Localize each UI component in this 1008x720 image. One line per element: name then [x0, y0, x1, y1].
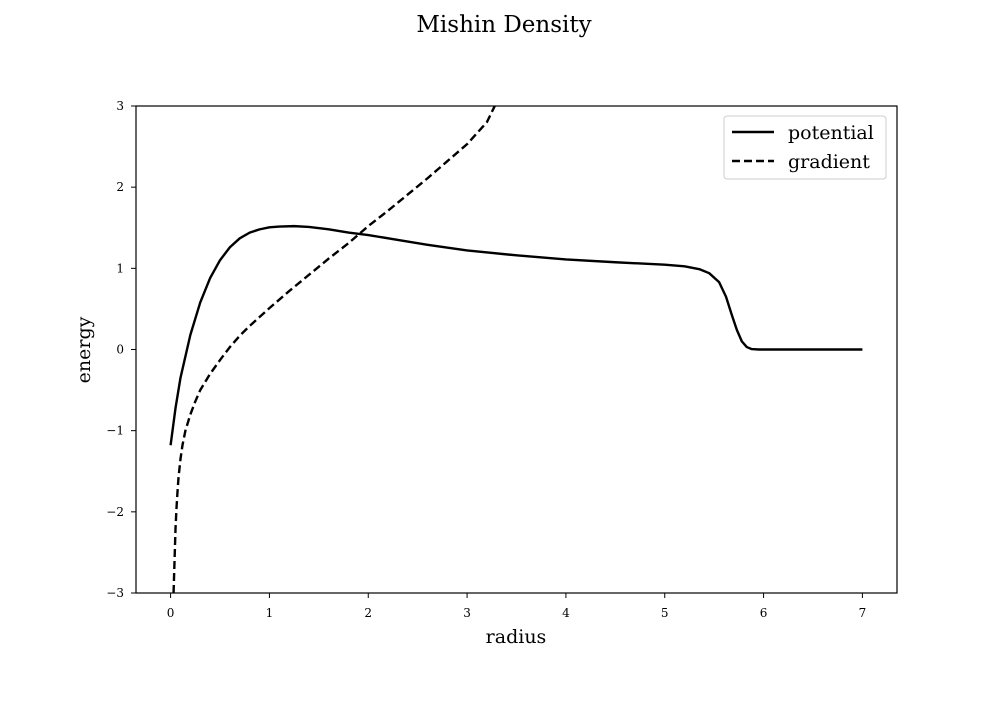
y-tick-label: 1 — [116, 261, 124, 275]
y-tick-label: 3 — [116, 99, 124, 113]
y-tick-label: −1 — [106, 424, 124, 438]
y-tick-label: 2 — [116, 180, 124, 194]
y-axis-label: energy — [73, 316, 95, 383]
series-line-potential — [169, 224, 863, 446]
y-axis: −3 −2 −1 0 1 2 3 — [106, 99, 136, 600]
series-layer — [169, 106, 863, 593]
x-tick-label: 0 — [167, 606, 175, 620]
x-tick-label: 1 — [266, 606, 274, 620]
y-tick-label: 0 — [116, 343, 124, 357]
y-tick-label: −2 — [106, 505, 124, 519]
y-tick-label: −3 — [106, 586, 124, 600]
series-line-gradient — [172, 106, 496, 593]
x-tick-label: 6 — [760, 606, 768, 620]
legend: potential gradient — [723, 115, 887, 180]
x-tick-label: 7 — [859, 606, 867, 620]
x-tick-label: 5 — [661, 606, 669, 620]
x-tick-label: 3 — [463, 606, 471, 620]
x-tick-label: 4 — [562, 606, 570, 620]
x-tick-label: 2 — [364, 606, 372, 620]
x-axis-label: radius — [486, 626, 547, 648]
x-axis: 0 1 2 3 4 5 6 7 — [167, 593, 866, 620]
legend-label-gradient: gradient — [788, 151, 870, 173]
legend-label-potential: potential — [788, 122, 874, 144]
chart-title: Mishin Density — [416, 12, 591, 38]
